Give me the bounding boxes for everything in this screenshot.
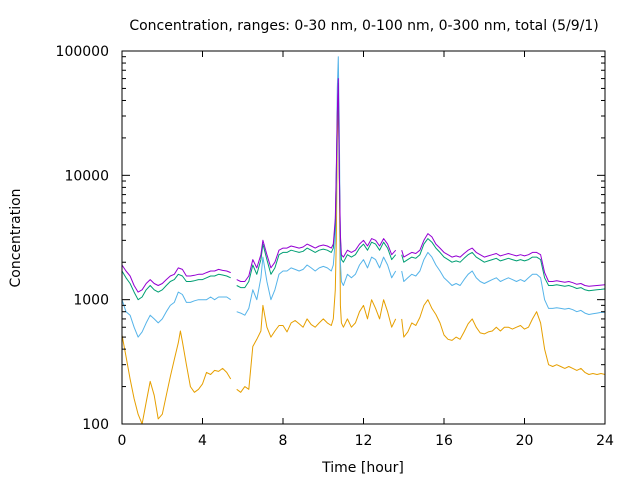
plot-area: [121, 56, 606, 425]
y-axis-label: Concentration: [8, 188, 24, 287]
series-line-1: [121, 93, 606, 425]
chart-title: Concentration, ranges: 0-30 nm, 0-100 nm…: [129, 18, 598, 34]
y-tick-label: 100: [82, 417, 109, 433]
x-tick-label: 20: [516, 433, 534, 449]
x-tick-label: 16: [435, 433, 453, 449]
x-tick-label: 0: [118, 433, 127, 449]
x-tick-label: 4: [198, 433, 207, 449]
x-tick-label: 12: [355, 433, 373, 449]
x-tick-label: 24: [596, 433, 614, 449]
series-line-4: [121, 78, 606, 293]
series-line-2: [121, 56, 605, 338]
series-line-3: [121, 82, 606, 301]
x-axis-label: Time [hour]: [321, 460, 404, 476]
y-tick-label: 1000: [73, 293, 109, 309]
y-tick-label: 10000: [64, 168, 109, 184]
y-tick-label: 100000: [56, 44, 109, 60]
x-tick-label: 8: [279, 433, 288, 449]
plot-frame: [121, 50, 606, 425]
